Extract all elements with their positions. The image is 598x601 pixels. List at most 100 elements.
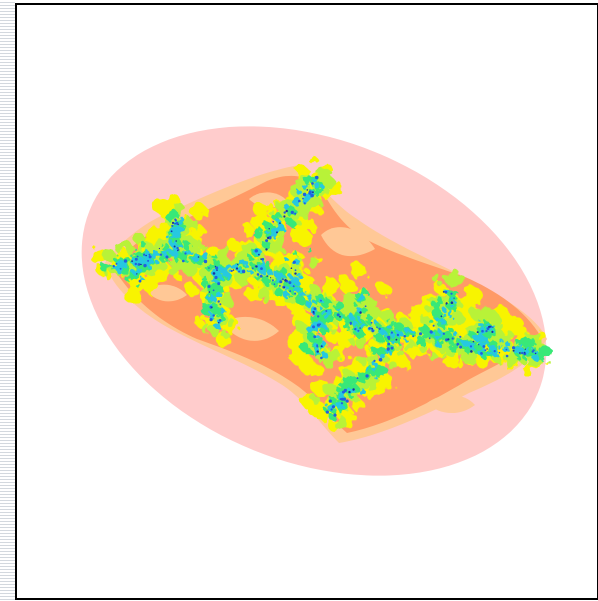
- fractal-blob: [184, 252, 187, 255]
- fractal-blob: [412, 335, 415, 338]
- fractal-blob: [459, 335, 462, 338]
- fractal-blob: [306, 189, 309, 191]
- fractal-blob: [311, 286, 322, 297]
- fractal-blob: [100, 262, 109, 272]
- fractal-blob: [523, 351, 526, 354]
- fractal-blob: [395, 330, 403, 337]
- fractal-blob: [438, 351, 446, 358]
- fractal-blob: [262, 241, 272, 250]
- fractal-blob: [174, 218, 177, 221]
- fractal-blob: [445, 338, 448, 342]
- fractal-blob: [242, 260, 249, 266]
- fractal-blob: [375, 334, 384, 343]
- fractal-blob: [201, 252, 209, 259]
- fractal-blob: [307, 296, 312, 301]
- fractal-blob: [296, 189, 302, 195]
- fractal-blob: [119, 239, 132, 253]
- fractal-blob: [373, 359, 376, 362]
- fractal-blob: [380, 353, 386, 360]
- fractal-blob: [371, 310, 384, 323]
- fractal-blob: [442, 332, 445, 335]
- fractal-blob: [135, 251, 144, 260]
- fractal-blob: [336, 313, 340, 317]
- fractal-blob: [313, 335, 317, 339]
- fractal-blob: [331, 405, 335, 409]
- fractal-blob: [515, 339, 520, 345]
- fractal-blob: [466, 287, 483, 304]
- fractal-blob: [493, 350, 496, 353]
- fractal-blob: [476, 331, 479, 334]
- fractal-blob: [208, 267, 210, 269]
- fractal-blob: [256, 273, 260, 276]
- fractal-blob: [342, 397, 346, 401]
- fractal-blob: [315, 294, 325, 304]
- fractal-blob: [480, 352, 483, 355]
- fractal-blob: [442, 291, 445, 293]
- fractal-blob: [372, 362, 378, 368]
- fractal-blob: [293, 197, 301, 204]
- fractal-blob: [311, 182, 314, 185]
- fractal-blob: [409, 329, 415, 334]
- fractal-blob: [315, 328, 319, 332]
- fractal-blob: [306, 326, 313, 332]
- fractal-blob: [308, 191, 312, 195]
- fractal-blob: [337, 403, 344, 410]
- fractal-blob: [219, 303, 222, 306]
- fractal-blob: [212, 272, 216, 275]
- fractal-blob: [378, 358, 383, 362]
- fractal-blob: [268, 228, 270, 230]
- fractal-blob: [302, 197, 304, 200]
- fractal-blob: [478, 344, 480, 346]
- fractal-blob: [485, 330, 488, 333]
- fractal-blob: [453, 300, 457, 304]
- fractal-blob: [232, 269, 235, 271]
- fractal-blob: [119, 267, 122, 270]
- fractal-blob: [138, 279, 142, 283]
- fractal-blob: [432, 300, 442, 310]
- fractal-blob: [272, 227, 280, 235]
- fractal-blob: [512, 346, 515, 349]
- fractal-blob: [469, 307, 482, 320]
- fractal-blob: [537, 348, 543, 354]
- fractal-blob: [433, 275, 442, 284]
- fractal-blob: [171, 221, 175, 224]
- fractal-blob: [312, 310, 315, 314]
- fractal-blob: [437, 334, 442, 339]
- fractal-blob: [200, 268, 209, 277]
- fractal-blob: [398, 350, 405, 358]
- fractal-blob: [182, 259, 185, 263]
- fractal-blob: [211, 306, 213, 309]
- fractal-blob: [173, 245, 176, 248]
- fractal-blob: [176, 226, 182, 232]
- fractal-blob: [293, 219, 309, 234]
- fractal-blob: [391, 339, 395, 344]
- fractal-blob: [174, 223, 176, 225]
- fractal-blob: [214, 265, 217, 268]
- fractal-blob: [441, 307, 447, 313]
- fractal-blob: [313, 307, 317, 311]
- fractal-blob: [379, 329, 387, 336]
- fractal-blob: [306, 246, 311, 252]
- fractal-blob: [148, 255, 152, 259]
- fractal-blob: [212, 314, 215, 317]
- fractal-blob: [165, 234, 169, 238]
- fractal-blob: [90, 247, 107, 265]
- fractal-blob: [285, 209, 288, 213]
- fractal-blob: [161, 243, 170, 252]
- fractal-blob: [485, 322, 489, 326]
- fractal-blob: [294, 272, 297, 275]
- fractal-blob: [350, 376, 359, 385]
- fractal-blob: [342, 390, 345, 394]
- fractal-blob: [206, 295, 212, 301]
- fractal-blob: [489, 344, 496, 351]
- fractal-blob: [219, 314, 226, 321]
- fractal-blob: [267, 270, 274, 277]
- fractal-blob: [440, 315, 443, 318]
- fractal-blob: [282, 291, 290, 298]
- fractal-blob: [307, 302, 312, 307]
- fractal-blob: [505, 329, 512, 336]
- fractal-blob: [190, 251, 193, 255]
- fractal-blob: [484, 349, 487, 352]
- fractal-blob: [339, 291, 354, 306]
- fractal-canvas-frame: [15, 3, 598, 600]
